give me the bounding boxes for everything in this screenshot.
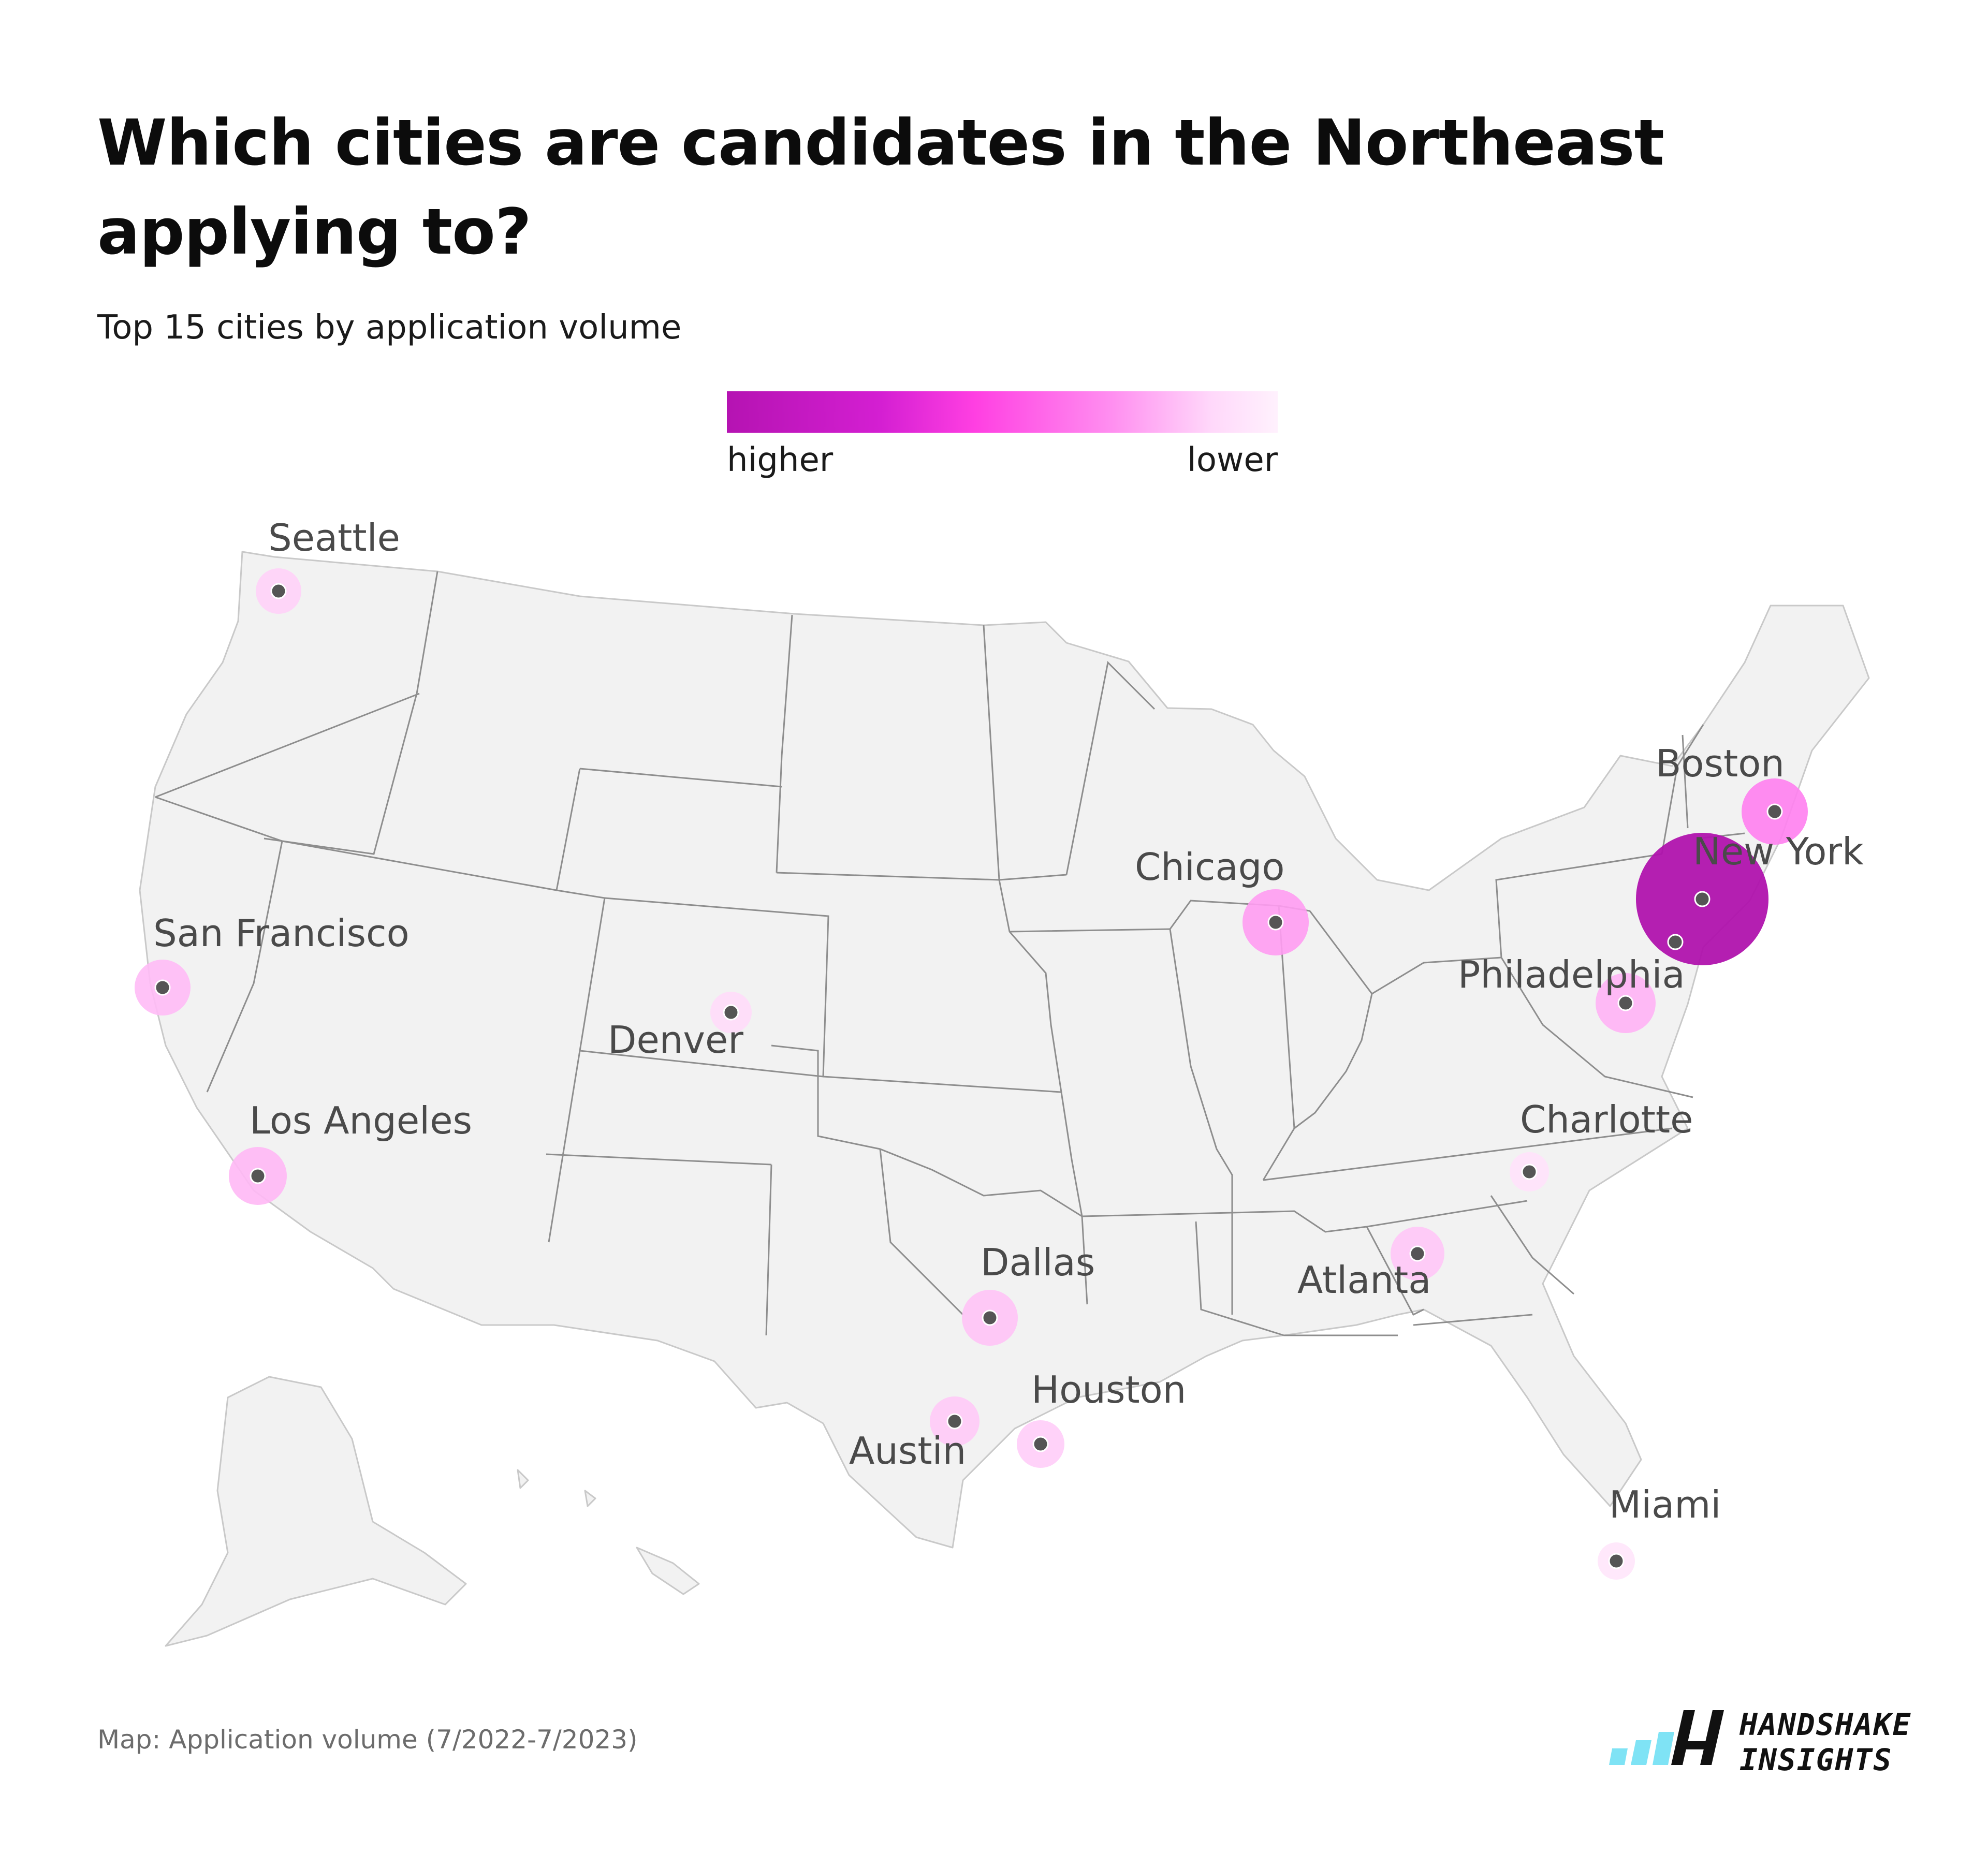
city-dot-miami (1608, 1553, 1625, 1569)
city-dot-boston (1766, 803, 1783, 820)
city-dot-austin (946, 1413, 963, 1430)
us-map: Seattle Boston New York Chicago San Fran… (135, 516, 1870, 1647)
city-dot-charlotte (1521, 1164, 1538, 1180)
state-borders (155, 571, 1745, 1336)
city-dot-dallas (982, 1309, 998, 1326)
city-dot-atlanta (1409, 1245, 1426, 1262)
legend-gradient-bar (727, 391, 1278, 433)
brand-line-1: HANDSHAKE (1740, 1707, 1912, 1742)
city-dot-houston (1032, 1436, 1049, 1452)
city-label-houston: Houston (1031, 1368, 1186, 1411)
footer-source-note: Map: Application volume (7/2022-7/2023) (97, 1725, 638, 1755)
city-label-miami: Miami (1609, 1483, 1721, 1526)
city-dot-unlabeled (1667, 934, 1684, 950)
page-title: Which cities are candidates in the North… (97, 106, 1664, 269)
page-subtitle: Top 15 cities by application volume (97, 308, 682, 347)
city-dot-chicago (1267, 914, 1284, 931)
city-label-san-francisco: San Francisco (153, 911, 410, 955)
city-dot-denver (723, 1004, 739, 1021)
legend-low-label: lower (1187, 441, 1278, 479)
city-label-austin: Austin (849, 1429, 966, 1473)
city-label-los-angeles: Los Angeles (250, 1099, 472, 1142)
city-dot-san-francisco (154, 979, 171, 996)
handshake-bars-icon (1609, 1710, 1724, 1765)
city-label-seattle: Seattle (268, 516, 400, 560)
city-label-atlanta: Atlanta (1297, 1258, 1431, 1302)
city-label-new-york: New York (1693, 830, 1864, 873)
us-land (139, 551, 1870, 1647)
handshake-insights-logo: HANDSHAKE INSIGHTS (1605, 1703, 1916, 1780)
city-dot-new-york (1694, 891, 1711, 907)
city-label-denver: Denver (608, 1018, 743, 1062)
city-dot-seattle (270, 583, 287, 599)
city-label-dallas: Dallas (981, 1241, 1095, 1284)
city-label-chicago: Chicago (1135, 845, 1284, 889)
city-label-philadelphia: Philadelphia (1458, 953, 1685, 996)
city-dot-los-angeles (250, 1168, 266, 1184)
city-label-charlotte: Charlotte (1520, 1098, 1693, 1141)
color-legend: higher lower (727, 391, 1278, 483)
legend-high-label: higher (727, 441, 834, 479)
brand-line-2: INSIGHTS (1740, 1742, 1893, 1777)
city-label-boston: Boston (1656, 742, 1785, 785)
city-dot-philadelphia (1617, 995, 1634, 1011)
